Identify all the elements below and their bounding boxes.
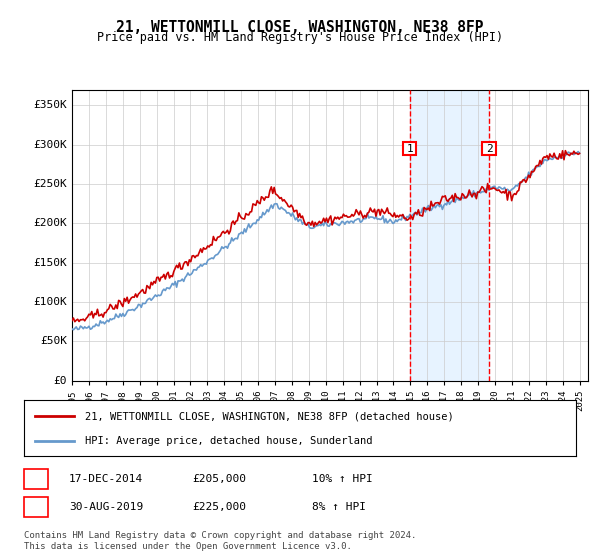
Text: 2: 2 bbox=[486, 143, 493, 153]
FancyBboxPatch shape bbox=[403, 142, 416, 155]
Text: £200K: £200K bbox=[33, 218, 67, 228]
Text: 1: 1 bbox=[406, 143, 413, 153]
Text: £100K: £100K bbox=[33, 297, 67, 307]
Text: HPI: Average price, detached house, Sunderland: HPI: Average price, detached house, Sund… bbox=[85, 436, 372, 446]
Text: £300K: £300K bbox=[33, 139, 67, 150]
Text: 10% ↑ HPI: 10% ↑ HPI bbox=[312, 474, 373, 484]
Text: £350K: £350K bbox=[33, 100, 67, 110]
Text: This data is licensed under the Open Government Licence v3.0.: This data is licensed under the Open Gov… bbox=[24, 542, 352, 551]
Text: £205,000: £205,000 bbox=[192, 474, 246, 484]
Bar bbox=[410, 90, 489, 381]
Text: 1: 1 bbox=[32, 474, 40, 484]
Text: 2: 2 bbox=[32, 502, 40, 512]
Text: £150K: £150K bbox=[33, 258, 67, 268]
Text: £50K: £50K bbox=[40, 337, 67, 347]
Text: £225,000: £225,000 bbox=[192, 502, 246, 512]
Text: 21, WETTONMILL CLOSE, WASHINGTON, NE38 8FP: 21, WETTONMILL CLOSE, WASHINGTON, NE38 8… bbox=[116, 20, 484, 35]
Text: Price paid vs. HM Land Registry's House Price Index (HPI): Price paid vs. HM Land Registry's House … bbox=[97, 31, 503, 44]
Text: Contains HM Land Registry data © Crown copyright and database right 2024.: Contains HM Land Registry data © Crown c… bbox=[24, 531, 416, 540]
Text: 30-AUG-2019: 30-AUG-2019 bbox=[69, 502, 143, 512]
Text: 21, WETTONMILL CLOSE, WASHINGTON, NE38 8FP (detached house): 21, WETTONMILL CLOSE, WASHINGTON, NE38 8… bbox=[85, 411, 454, 421]
FancyBboxPatch shape bbox=[482, 142, 496, 155]
Text: £0: £0 bbox=[53, 376, 67, 386]
Text: £250K: £250K bbox=[33, 179, 67, 189]
Text: 17-DEC-2014: 17-DEC-2014 bbox=[69, 474, 143, 484]
Text: 8% ↑ HPI: 8% ↑ HPI bbox=[312, 502, 366, 512]
